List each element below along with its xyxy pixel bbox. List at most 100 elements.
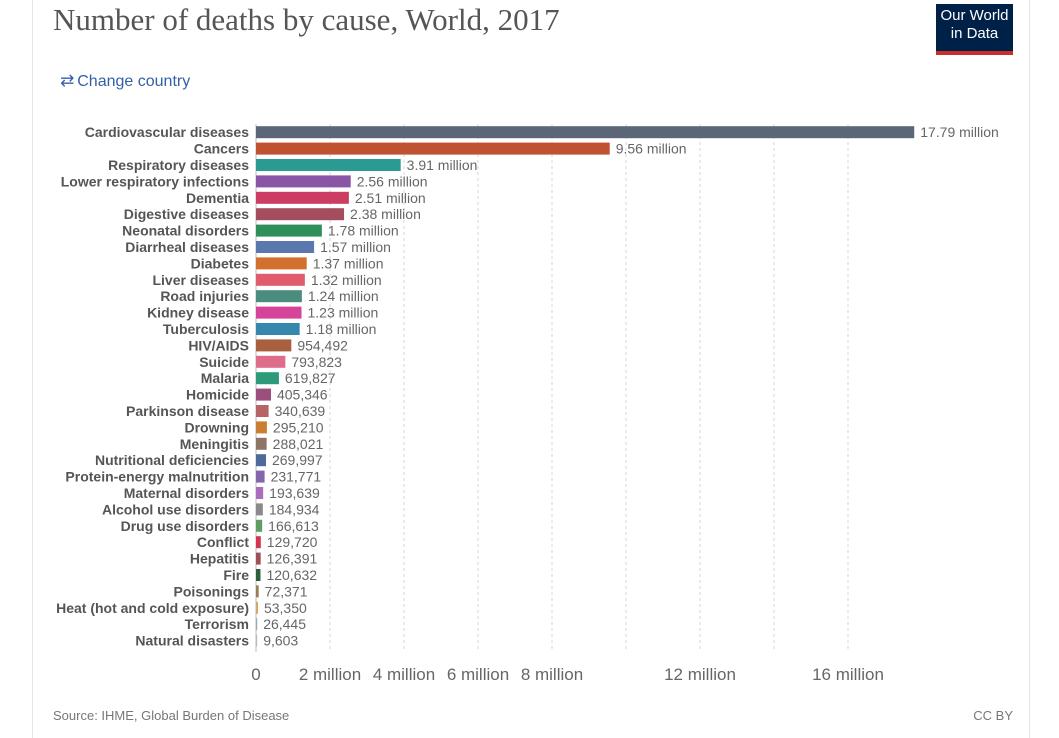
category-label: Liver diseases [152,272,249,288]
category-label: Drowning [184,419,249,435]
bar [256,618,258,631]
value-label: 1.18 million [306,321,377,337]
owid-logo[interactable]: Our World in Data [936,4,1013,55]
value-label: 17.79 million [920,124,999,140]
category-label: Cancers [194,141,249,157]
value-label: 9.56 million [616,141,687,157]
chart-title: Number of deaths by cause, World, 2017 [53,2,560,37]
value-label: 405,346 [277,387,328,403]
bar-chart: 0 2 million 4 million 6 million 8 million 12 … [56,124,999,684]
bar [256,470,265,483]
bar [256,454,266,467]
bar [256,142,610,155]
bar [256,208,345,221]
category-label: Malaria [201,370,249,386]
bar [256,405,269,417]
category-label: Cardiovascular diseases [85,124,249,140]
category-label: Alcohol use disorders [102,501,249,517]
category-label: Diarrheal diseases [125,239,249,255]
value-label: 1.57 million [320,239,391,255]
category-label: Neonatal disorders [122,223,249,239]
x-tick-label: 2 million [299,665,361,684]
category-label: Respiratory diseases [108,157,249,173]
category-label: Conflict [197,534,249,550]
bar [256,273,305,286]
category-label: Poisonings [174,583,250,599]
value-label: 2.56 million [357,173,428,189]
value-label: 1.37 million [313,255,384,271]
category-label: Kidney disease [147,305,249,321]
bar [256,519,263,532]
bar [256,241,315,253]
bar [256,388,271,401]
category-label: Suicide [199,354,249,370]
change-country-label: Change country [77,73,191,90]
logo-line-2: in Data [950,25,999,42]
value-label: 72,371 [265,583,308,599]
value-label: 1.23 million [308,305,379,321]
category-label: Dementia [186,190,249,206]
category-label: Natural disasters [135,633,249,649]
category-label: Homicide [186,387,249,403]
x-tick-label: 16 million [812,665,884,684]
bar [256,191,349,204]
value-label: 120,632 [266,567,317,583]
value-label: 954,492 [297,337,348,353]
value-label: 2.38 million [350,206,421,222]
value-label: 1.78 million [328,223,399,239]
value-label: 9,603 [263,633,298,649]
bar [256,421,267,434]
category-label: Maternal disorders [124,485,249,501]
category-label: Nutritional deficiencies [95,452,249,468]
category-label: Hepatitis [190,551,249,567]
x-tick-label: 8 million [521,665,583,684]
value-label: 26,445 [263,616,306,632]
bar [256,487,264,499]
category-label: Meningitis [180,436,249,452]
value-label: 129,720 [267,534,318,550]
bar [256,224,322,237]
category-label: Lower respiratory infections [61,173,249,189]
bar [256,585,259,598]
value-label: 288,021 [273,436,324,452]
value-label: 3.91 million [407,157,478,173]
swap-arrows-icon: ⇄ [60,71,75,90]
chart-frame [32,0,1030,738]
x-tick-label: 0 [251,665,260,684]
bar [256,601,258,614]
category-label: Digestive diseases [124,206,250,222]
x-tick-label: 6 million [447,665,509,684]
bar [256,372,279,385]
value-label: 193,639 [269,485,320,501]
category-label: Road injuries [160,288,249,304]
value-label: 619,827 [285,370,336,386]
category-label: HIV/AIDS [188,337,249,353]
change-country-button[interactable]: ⇄ Change country [60,71,190,91]
bar [256,323,300,335]
bar [256,257,307,270]
bar [256,569,261,581]
x-tick-label: 12 million [664,665,736,684]
value-label: 269,997 [272,452,323,468]
category-label: Fire [223,567,249,583]
bar [256,175,351,188]
x-tick-label: 4 million [373,665,435,684]
category-label: Drug use disorders [121,518,250,534]
value-label: 126,391 [267,551,318,567]
bar [256,503,263,516]
category-label: Parkinson disease [126,403,249,419]
bar [256,339,292,352]
value-label: 295,210 [273,419,324,435]
license-link[interactable]: CC BY [973,708,1013,723]
bar [256,437,267,450]
source-note: Source: IHME, Global Burden of Disease [53,708,290,723]
value-label: 1.24 million [308,288,379,304]
bar [256,355,286,368]
value-label: 2.51 million [355,190,426,206]
value-label: 793,823 [291,354,342,370]
bar [256,536,261,549]
value-label: 1.32 million [311,272,382,288]
value-label: 166,613 [268,518,319,534]
bar [256,290,302,303]
value-label: 231,771 [271,469,322,485]
